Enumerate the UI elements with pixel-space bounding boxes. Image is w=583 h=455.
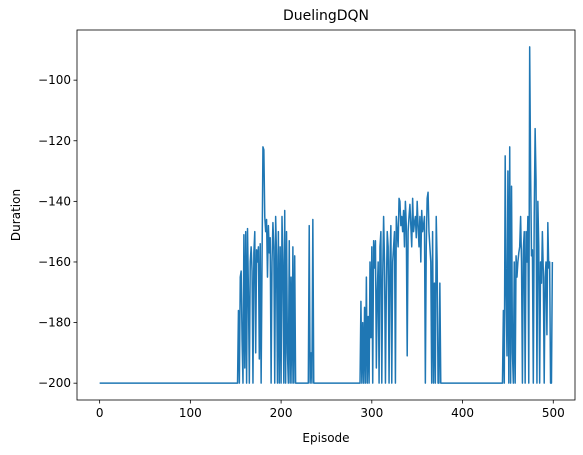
x-tick-label: 100 xyxy=(179,406,202,420)
y-tick-label: −200 xyxy=(38,376,71,390)
line-series xyxy=(99,46,554,384)
x-tick-label: 300 xyxy=(360,406,383,420)
x-tick-label: 500 xyxy=(542,406,565,420)
y-axis-label: Duration xyxy=(9,189,23,241)
y-tick-label: −160 xyxy=(38,255,71,269)
x-tick-label: 200 xyxy=(270,406,293,420)
y-tick-label: −180 xyxy=(38,316,71,330)
y-tick-label: −100 xyxy=(38,73,71,87)
x-axis-label: Episode xyxy=(302,431,349,445)
y-tick-label: −140 xyxy=(38,194,71,208)
y-tick-label: −120 xyxy=(38,134,71,148)
chart-title: DuelingDQN xyxy=(283,8,369,24)
x-tick-label: 0 xyxy=(96,406,104,420)
x-tick-label: 400 xyxy=(451,406,474,420)
plot-frame xyxy=(76,29,576,401)
